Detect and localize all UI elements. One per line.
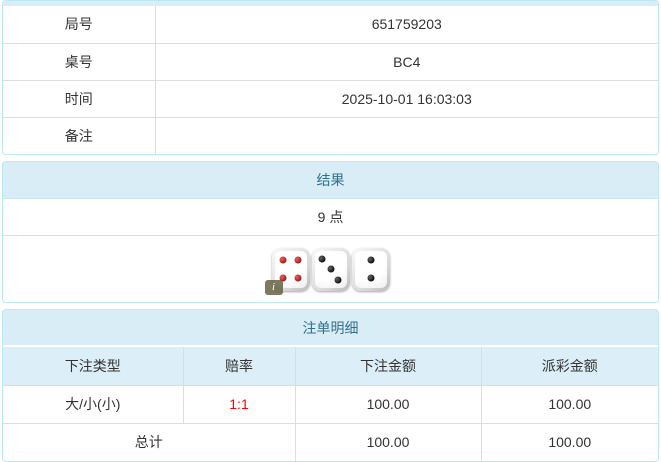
die-pip (367, 274, 374, 282)
bet-type-value: 大/小(小) (3, 384, 183, 423)
die-pip (318, 255, 326, 263)
bet-details-title: 注单明细 (3, 310, 658, 347)
table-id-label: 桌号 (3, 42, 156, 80)
round-id-label: 局号 (3, 6, 156, 43)
game-info-panel: 局号 651759203 桌号 BC4 时间 2025-10-01 16:03:… (2, 0, 659, 155)
total-bet-amount: 100.00 (294, 422, 481, 461)
total-label: 总计 (3, 422, 295, 461)
table-row: 桌号 BC4 (3, 42, 658, 80)
table-header-row: 下注类型 赔率 下注金额 派彩金额 (3, 347, 658, 385)
die-4-icon: i (264, 247, 310, 295)
die-3-icon (311, 247, 350, 291)
col-payout-amount: 派彩金额 (480, 347, 658, 385)
die-pip (279, 274, 287, 282)
table-id-value: BC4 (155, 42, 658, 80)
table-row: 大/小(小) 1:1 100.00 100.00 (3, 384, 658, 423)
table-row: 时间 2025-10-01 16:03:03 (3, 79, 658, 117)
col-odds: 赔率 (182, 347, 295, 385)
bet-amount-value: 100.00 (294, 384, 481, 423)
game-info-table: 局号 651759203 桌号 BC4 时间 2025-10-01 16:03:… (3, 6, 658, 154)
col-bet-amount: 下注金额 (294, 347, 481, 385)
die-pip (367, 256, 374, 264)
payout-amount-value: 100.00 (480, 384, 658, 423)
dice-row: i (3, 236, 658, 302)
die-pip (334, 276, 342, 284)
time-label: 时间 (3, 79, 156, 117)
bet-details-table: 下注类型 赔率 下注金额 派彩金额 大/小(小) 1:1 100.00 100.… (3, 347, 658, 461)
time-value: 2025-10-01 16:03:03 (155, 79, 658, 117)
panel-top-strip (3, 1, 658, 6)
odds-value: 1:1 (182, 384, 295, 423)
remark-label: 备注 (3, 116, 156, 154)
table-row: 备注 (3, 116, 658, 154)
table-row: 局号 651759203 (3, 6, 658, 43)
result-panel-title: 结果 (3, 162, 658, 199)
info-icon[interactable]: i (264, 279, 283, 295)
die-pip (279, 256, 287, 264)
total-row: 总计 100.00 100.00 (3, 422, 658, 461)
die-pip (294, 256, 302, 264)
die-pip (327, 265, 334, 273)
result-panel: 结果 9 点 i (2, 161, 659, 303)
bet-details-panel: 注单明细 下注类型 赔率 下注金额 派彩金额 大/小(小) 1:1 100.00… (2, 309, 659, 462)
total-payout-amount: 100.00 (480, 422, 658, 461)
col-bet-type: 下注类型 (3, 347, 183, 385)
die-pip (294, 274, 302, 282)
remark-value (155, 116, 658, 154)
die-2-icon (351, 247, 390, 291)
round-id-value: 651759203 (371, 16, 442, 33)
points-value: 9 点 (3, 199, 658, 236)
